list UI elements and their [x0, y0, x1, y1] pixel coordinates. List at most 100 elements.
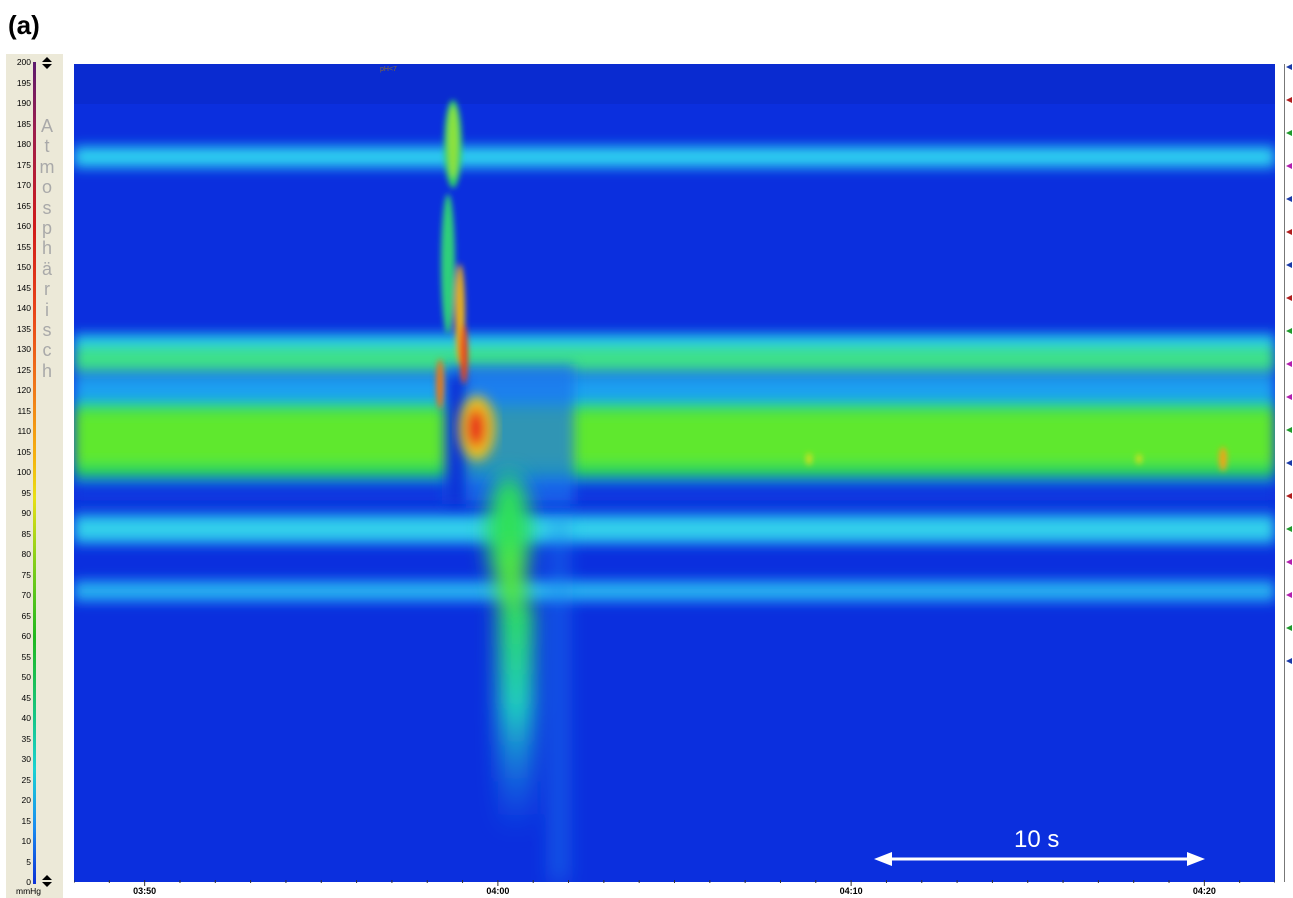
colorscale-tick: 175 — [16, 159, 31, 170]
channel-marker-red[interactable] — [1286, 295, 1292, 301]
wave-mid-hot — [460, 324, 468, 384]
disruption-core — [446, 374, 466, 504]
colorscale-name-letter: c — [42, 340, 52, 361]
band-blue-gap — [74, 482, 1275, 500]
colorscale-tick: 45 — [21, 692, 31, 703]
colorscale-tick: 50 — [21, 672, 31, 682]
colorscale-tick: 125 — [16, 364, 31, 375]
band-cyan-bottom-core — [74, 586, 1275, 596]
scale-up-down-arrows-bottom-icon[interactable] — [37, 874, 57, 888]
colorbar — [33, 62, 36, 884]
swallow-wave — [436, 100, 468, 409]
colorscale-name-letter: h — [41, 360, 52, 381]
wave-upper — [441, 194, 455, 334]
colorscale-tick: 0 — [26, 877, 31, 887]
channel-marker-blue[interactable] — [1286, 460, 1292, 466]
colorscale-name-letter: m — [39, 156, 55, 177]
tail-faint-column — [552, 514, 566, 882]
band-upper-cyan-core — [74, 152, 1275, 162]
colorscale-tick: 195 — [16, 77, 31, 88]
channel-markers — [1286, 64, 1292, 664]
panel-label: (a) — [8, 10, 40, 40]
colorscale-tick: 100 — [16, 467, 31, 477]
time-tick-label: 04:10 — [839, 886, 863, 896]
colorscale-name-letter: s — [42, 197, 52, 218]
colorscale-tick: 150 — [16, 262, 31, 272]
colorscale-tick: 20 — [21, 795, 31, 805]
colorscale-tick: 160 — [16, 221, 31, 231]
colorscale-tick: 140 — [16, 303, 31, 313]
time-axis: 03:50 04:00 04:10 04:20 — [74, 880, 1275, 898]
colorscale-tick: 40 — [21, 713, 31, 723]
time-axis-ticks — [74, 880, 1275, 886]
scale-bar-left-arrow — [874, 852, 892, 866]
channel-marker-magenta[interactable] — [1286, 592, 1292, 598]
band-green-main-bright — [74, 412, 1275, 464]
channel-marker-magenta[interactable] — [1286, 361, 1292, 367]
swallow-tail — [487, 474, 566, 882]
channel-marker-green[interactable] — [1286, 625, 1292, 631]
wave-top-core — [448, 106, 458, 178]
colorscale-tick: 185 — [16, 118, 31, 129]
channel-marker-blue[interactable] — [1286, 196, 1292, 202]
channel-marker-magenta[interactable] — [1286, 394, 1292, 400]
channel-marker-green[interactable] — [1286, 427, 1292, 433]
colorscale-name-letter: t — [44, 136, 50, 157]
colorscale-tick: 105 — [16, 446, 31, 457]
baseline-bands — [74, 146, 1275, 602]
band-green-top — [74, 346, 1275, 372]
colorscale-tick: 5 — [26, 856, 31, 867]
channel-marker-red[interactable] — [1286, 229, 1292, 235]
channel-marker-blue[interactable] — [1286, 64, 1292, 70]
channel-marker-blue[interactable] — [1286, 658, 1292, 664]
colorscale-tick: 35 — [21, 733, 31, 744]
hotspot-1 — [1219, 447, 1227, 471]
colorscale-tick: 25 — [21, 774, 31, 785]
heatmap-top-band — [74, 64, 1275, 104]
channel-marker-green[interactable] — [1286, 130, 1292, 136]
colorscale-tick: 15 — [21, 815, 31, 826]
colorscale-tick: 10 — [21, 836, 31, 846]
event-marker[interactable]: pH<7 — [380, 66, 397, 74]
channel-marker-green[interactable] — [1286, 328, 1292, 334]
colorscale-name-letter: p — [41, 218, 52, 239]
hotspot-3 — [1136, 454, 1142, 464]
channel-marker-strip — [1284, 64, 1293, 882]
channel-marker-blue[interactable] — [1286, 262, 1292, 268]
channel-marker-magenta[interactable] — [1286, 559, 1292, 565]
colorscale-tick: 90 — [21, 508, 31, 518]
wave-left-edge — [436, 359, 444, 409]
channel-marker-red[interactable] — [1286, 97, 1292, 103]
peak-core — [466, 408, 486, 448]
pressure-colorscale-panel: 200 195 190 185 180 175 170 165 160 155 150 145 140 1… — [6, 54, 63, 898]
colorscale-tick: 55 — [21, 651, 31, 662]
colorscale-tick: 95 — [21, 487, 31, 498]
colorscale-name-letter: h — [41, 238, 52, 259]
colorscale-tick: 165 — [16, 200, 31, 211]
channel-marker-green[interactable] — [1286, 526, 1292, 532]
channel-marker-red[interactable] — [1286, 493, 1292, 499]
colorscale-tick: 80 — [21, 549, 31, 559]
scale-bar-right-arrow — [1187, 852, 1205, 866]
scale-bar — [874, 852, 1205, 866]
colorscale-name-letter: s — [42, 320, 52, 341]
colorscale-tick: 120 — [16, 385, 31, 395]
time-tick-label: 04:20 — [1192, 886, 1216, 896]
colorscale-name-letter: i — [45, 299, 49, 320]
colorscale-name-letter: ä — [41, 258, 52, 279]
colorscale-tick: 110 — [17, 426, 31, 436]
colorscale-tick: 85 — [21, 528, 31, 539]
scale-up-down-arrows-top-icon[interactable] — [37, 56, 57, 70]
band-cyan-gap — [74, 376, 1275, 402]
channel-marker-magenta[interactable] — [1286, 163, 1292, 169]
colorscale-tick: 30 — [21, 754, 31, 764]
colorscale-tick: 190 — [16, 98, 31, 108]
colorscale-name-letter: A — [40, 116, 53, 136]
colorscale-tick: 135 — [16, 323, 31, 334]
pressure-topography-heatmap[interactable] — [74, 64, 1275, 882]
colorscale-name-letter: o — [41, 177, 52, 198]
scale-bar-label: 10 s — [1014, 826, 1060, 853]
colorscale-tick-labels: 200 195 190 185 180 175 170 165 160 155 150 145 140 1… — [6, 54, 63, 898]
colorscale-name-letter: r — [44, 279, 50, 300]
